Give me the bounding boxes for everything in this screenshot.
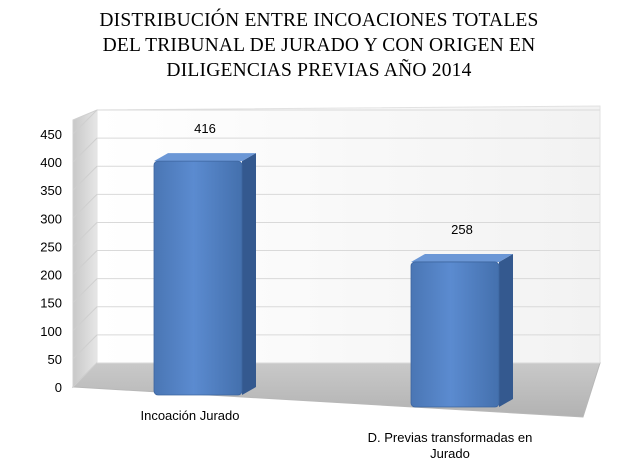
chart-title-line-1: DISTRIBUCIÓN ENTRE INCOACIONES TOTALES (99, 10, 539, 31)
chart-title: DISTRIBUCIÓN ENTRE INCOACIONES TOTALES D… (0, 8, 638, 83)
gridline-side-0 (72, 362, 98, 388)
y-tick-label-0: 0 (55, 380, 62, 395)
bar-0-side (242, 153, 256, 395)
side-wall (72, 109, 98, 389)
chart-title-line-2: DEL TRIBUNAL DE JURADO Y CON ORIGEN EN (102, 35, 536, 56)
gridline-side-150 (72, 278, 98, 304)
gridline-side-250 (72, 222, 98, 247)
gridline-side-450 (72, 109, 98, 135)
data-label-0: 416 (194, 121, 216, 136)
category-label-1: D. Previas transformadas en Jurado (367, 430, 533, 461)
gridline-side-50 (72, 334, 98, 360)
y-tick-label-450: 450 (40, 127, 62, 142)
chart-walls (71, 105, 601, 418)
bar-0-top (154, 153, 256, 162)
chart-title-line-3: DILIGENCIAS PREVIAS AÑO 2014 (166, 60, 472, 81)
data-label-1: 258 (451, 222, 473, 237)
bar-1-front (410, 261, 500, 408)
y-tick-label-150: 150 (40, 296, 62, 311)
y-tick-label-100: 100 (40, 324, 62, 339)
y-tick-label-350: 350 (40, 183, 62, 198)
gridline-side-300 (72, 193, 98, 219)
y-axis-ticks: 0 50 100 150 200 250 300 350 400 450 (40, 127, 62, 395)
data-labels: 416 258 (194, 121, 473, 237)
bar-0 (153, 153, 256, 396)
y-tick-label-250: 250 (40, 239, 62, 254)
bars (153, 153, 513, 408)
bar-1 (410, 253, 513, 408)
y-tick-label-400: 400 (40, 155, 62, 170)
y-tick-label-50: 50 (48, 352, 62, 367)
gridline-side-200 (72, 250, 98, 275)
gridline-side-400 (72, 137, 98, 163)
category-label-0: Incoación Jurado (140, 408, 240, 423)
bar-0-front (153, 160, 243, 396)
bar-1-side (499, 253, 513, 407)
gridline-side-350 (72, 165, 98, 191)
gridline-side-100 (72, 306, 98, 332)
y-tick-label-200: 200 (40, 268, 62, 283)
y-tick-label-300: 300 (40, 211, 62, 226)
bar-1-top (411, 253, 513, 262)
